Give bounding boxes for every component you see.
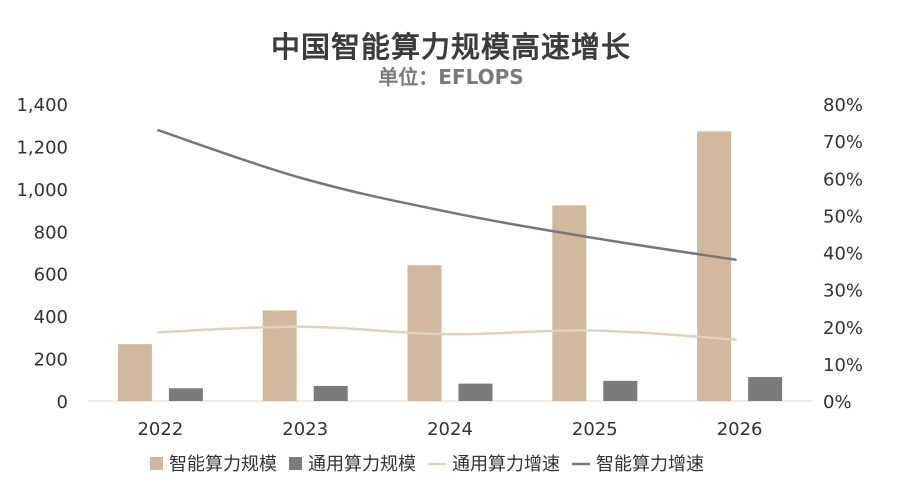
x-axis-ticks: 2022 2023 2024 2025 2026 <box>137 419 762 440</box>
x-axis-tick-label: 2026 <box>717 419 763 440</box>
right-axis-tick-label: 30% <box>823 281 863 302</box>
left-axis-tick-label: 1,400 <box>16 95 68 116</box>
bar-intelligent-compute <box>552 205 587 401</box>
right-axis-tick-label: 10% <box>823 355 863 376</box>
bar-general-compute <box>313 385 348 401</box>
legend: 智能算力规模 通用算力规模 通用算力增速 智能算力增速 <box>150 454 704 475</box>
chart-subtitle: 单位：EFLOPS <box>378 65 524 89</box>
legend-label: 通用算力规模 <box>308 454 416 475</box>
left-axis-tick-label: 0 <box>57 392 68 413</box>
chart-title: 中国智能算力规模高速增长 <box>270 30 631 64</box>
left-axis-ticks: 0 200 400 600 800 1,000 1,200 1,400 <box>16 95 68 413</box>
bar-general-compute <box>603 380 638 401</box>
legend-label: 通用算力增速 <box>452 454 560 475</box>
line-general-growth <box>157 325 737 341</box>
x-axis-tick-label: 2025 <box>572 419 618 440</box>
right-axis-ticks: 0% 10% 20% 30% 40% 50% 60% 70% 80% <box>823 95 863 413</box>
right-axis-tick-label: 20% <box>823 318 863 339</box>
left-axis-tick-label: 800 <box>34 222 68 243</box>
bar-general-compute <box>168 388 203 401</box>
bar-intelligent-compute <box>117 344 152 401</box>
legend-swatch-bar <box>150 457 163 470</box>
x-axis-tick-label: 2022 <box>137 419 183 440</box>
left-axis-tick-label: 200 <box>34 350 68 371</box>
bar-intelligent-compute <box>697 131 732 401</box>
line-intelligent-growth <box>157 128 737 262</box>
left-axis-tick-label: 1,000 <box>16 180 68 201</box>
right-axis-tick-label: 40% <box>823 244 863 265</box>
right-axis-tick-label: 0% <box>823 392 852 413</box>
left-axis-tick-label: 400 <box>34 307 68 328</box>
legend-label: 智能算力增速 <box>596 454 704 475</box>
x-axis-tick-label: 2023 <box>282 419 328 440</box>
legend-swatch-bar <box>289 457 302 470</box>
bar-intelligent-compute <box>262 310 297 401</box>
right-axis-tick-label: 70% <box>823 132 863 153</box>
right-axis-tick-label: 50% <box>823 206 863 227</box>
right-axis-tick-label: 60% <box>823 169 863 190</box>
legend-label: 智能算力规模 <box>169 454 277 475</box>
bar-general-compute <box>748 377 783 401</box>
lines-layer <box>157 128 737 341</box>
right-axis-tick-label: 80% <box>823 95 863 116</box>
left-axis-tick-label: 1,200 <box>16 137 68 158</box>
bar-general-compute <box>458 383 493 401</box>
left-axis-tick-label: 600 <box>34 265 68 286</box>
x-axis-tick-label: 2024 <box>427 419 473 440</box>
bars-layer <box>117 131 783 401</box>
